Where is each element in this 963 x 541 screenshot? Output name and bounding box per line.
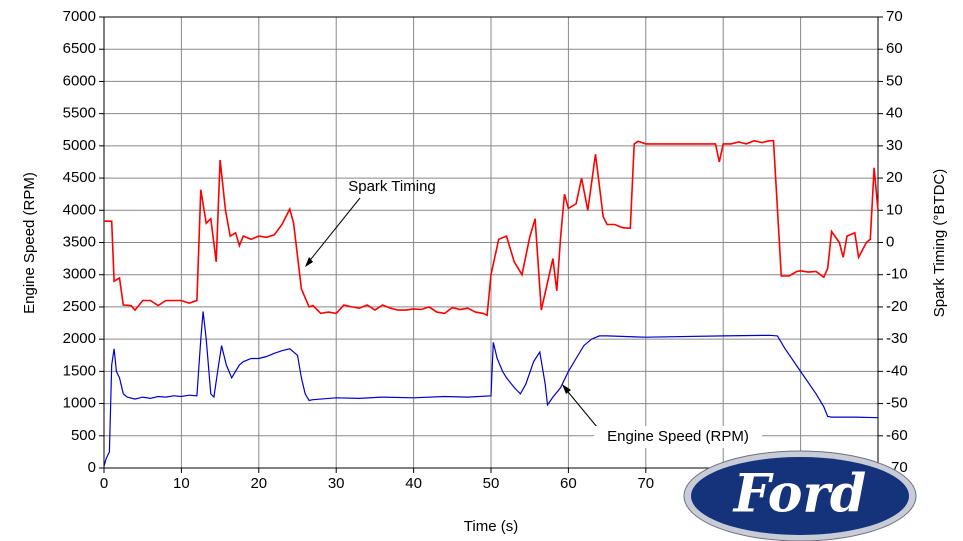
y2-tick-label: -60: [886, 427, 908, 444]
logo-inner: [691, 457, 909, 535]
y-tick-label: 3000: [63, 266, 96, 283]
annotation-arrow: [563, 386, 598, 428]
x-tick-label: 40: [405, 475, 422, 492]
x-tick-label: 20: [250, 475, 267, 492]
annotation-arrowhead: [305, 257, 313, 267]
y-tick-label: 4000: [63, 201, 96, 218]
y-tick-label: 1000: [63, 395, 96, 412]
y2-tick-label: 70: [886, 8, 903, 25]
x-axis-label: Time (s): [464, 518, 518, 535]
data-line: [104, 139, 879, 317]
annotations: Spark Timing Engine Speed (RPM): [305, 178, 762, 448]
y-tick-label: 500: [71, 427, 96, 444]
logo-text: Ford: [732, 464, 867, 525]
annotation-arrow: [306, 197, 361, 265]
logo: Ford: [683, 450, 917, 541]
y2-tick-label: 50: [886, 72, 903, 89]
y-tick-label: 2000: [63, 330, 96, 347]
y-axis-label: Engine Speed (RPM): [21, 172, 38, 314]
x-tick-label: 60: [560, 475, 577, 492]
y-tick-label: 5000: [63, 137, 96, 154]
y2-tick-label: 30: [886, 137, 903, 154]
annotation: Engine Speed (RPM): [607, 428, 749, 445]
annotation: Spark Timing: [348, 178, 436, 195]
y2-tick-label: 10: [886, 201, 903, 218]
y-tick-label: 3500: [63, 233, 96, 250]
x-tick-label: 0: [100, 475, 108, 492]
y-tick-label: 6500: [63, 40, 96, 57]
y2-tick-label: 60: [886, 40, 903, 57]
y2-tick-label: -10: [886, 266, 908, 283]
y2-tick-label: -30: [886, 330, 908, 347]
y-tick-label: 0: [88, 459, 96, 476]
y-tick-label: 7000: [63, 8, 96, 25]
y2-axis-label: Spark Timing (°BTDC): [931, 169, 948, 318]
x-tick-label: 70: [637, 475, 654, 492]
annotation-box: [594, 426, 762, 448]
x-tick-label: 50: [483, 475, 500, 492]
x-tick-label: 30: [328, 475, 345, 492]
y2-tick-label: 20: [886, 169, 903, 186]
y-tick-label: 2500: [63, 298, 96, 315]
x-tick-label: 10: [173, 475, 190, 492]
y-tick-label: 5500: [63, 105, 96, 122]
y-tick-label: 1500: [63, 362, 96, 379]
y-tick-label: 6000: [63, 72, 96, 89]
y2-tick-label: 0: [886, 233, 894, 250]
y2-tick-label: -40: [886, 362, 908, 379]
y-tick-label: 4500: [63, 169, 96, 186]
data-line: [103, 311, 879, 467]
y2-tick-label: -50: [886, 395, 908, 412]
annotation-arrowhead: [562, 384, 571, 394]
y2-tick-label: -20: [886, 298, 908, 315]
plot-frame: [103, 16, 879, 469]
y2-tick-label: 40: [886, 105, 903, 122]
